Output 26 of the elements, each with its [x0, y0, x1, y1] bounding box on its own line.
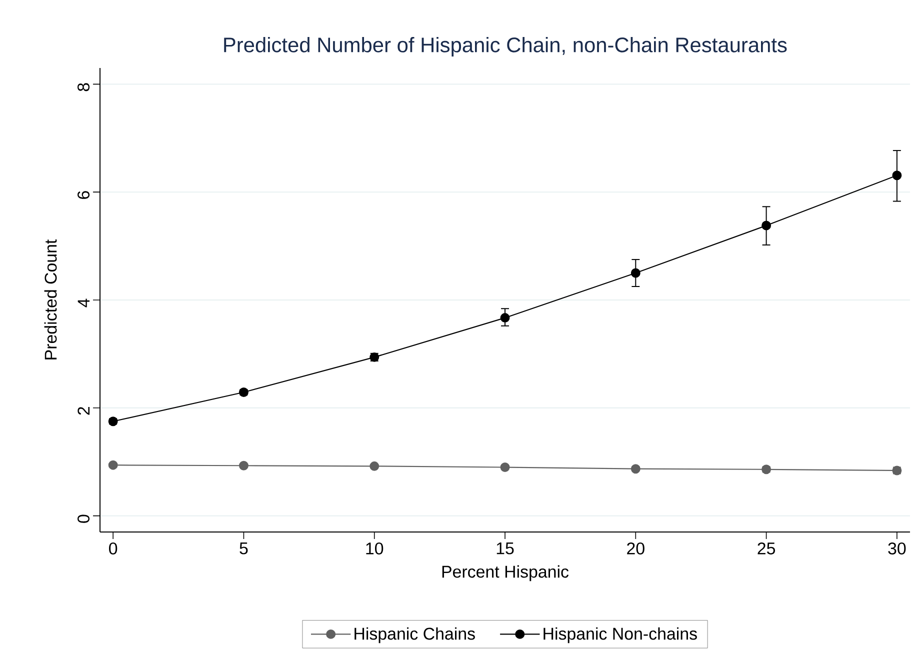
x-tick-label: 25 [758, 542, 775, 554]
y-axis-title: Predicted Count [44, 239, 57, 360]
y-tick-label: 6 [78, 191, 90, 199]
point [108, 460, 118, 470]
x-tick-label: 5 [240, 542, 248, 554]
point [370, 461, 380, 471]
y-tick-label: 4 [78, 298, 90, 308]
point [500, 462, 510, 472]
x-tick-label: 30 [888, 542, 906, 554]
point [500, 313, 510, 323]
point [762, 220, 772, 230]
point [892, 170, 902, 180]
x-tick-label: 20 [627, 542, 644, 554]
x-axis-title: Percent Hispanic [442, 565, 569, 582]
x-tick-label: 0 [109, 542, 118, 554]
legend-label: Hispanic Chains [354, 627, 475, 644]
point [238, 460, 248, 470]
x-tick-label: 10 [366, 542, 384, 554]
y-tick-label: 2 [78, 407, 90, 415]
chart-title: Predicted Number of Hispanic Chain, non-Chain Restaurants [224, 37, 787, 57]
y-tick-label: 0 [78, 514, 90, 523]
x-tick-label: 15 [496, 542, 514, 554]
point [630, 268, 640, 278]
point [630, 464, 640, 474]
legend-label: Hispanic Non-chains [544, 627, 697, 644]
y-tick-label: 8 [78, 83, 90, 92]
